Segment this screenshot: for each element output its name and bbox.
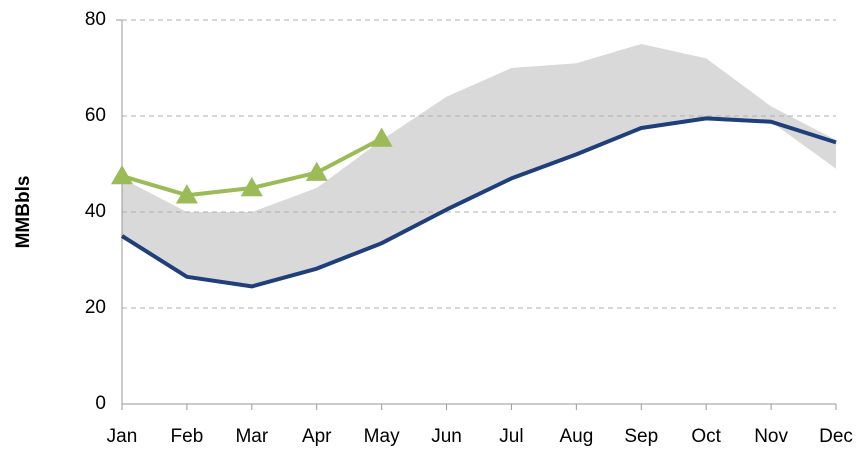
x-tick-label: Oct — [691, 426, 721, 447]
x-tick-label: Aug — [559, 426, 593, 447]
y-tick-label: 20 — [85, 297, 106, 318]
x-tick-label: Feb — [171, 426, 204, 447]
x-tick-label: Jun — [431, 426, 462, 447]
marker — [305, 161, 328, 181]
x-tick-label: Jul — [499, 426, 523, 447]
x-tick-label: Mar — [235, 426, 268, 447]
y-tick-label: 60 — [85, 105, 106, 126]
x-tick-label: Nov — [754, 426, 788, 447]
y-tick-label: 40 — [85, 201, 106, 222]
y-tick-label: 80 — [85, 9, 106, 30]
range-band — [122, 44, 836, 287]
x-tick-label: Dec — [819, 426, 853, 447]
y-axis-title: MMBbls — [13, 176, 34, 249]
y-tick-label: 0 — [95, 393, 106, 414]
x-tick-label: Apr — [302, 426, 332, 447]
marker — [175, 184, 198, 204]
marker — [111, 165, 133, 185]
marker — [240, 177, 263, 197]
series-line — [120, 116, 837, 289]
x-tick-label: May — [364, 426, 400, 447]
x-tick-label: Jan — [107, 426, 138, 447]
marker — [370, 127, 393, 147]
x-tick-label: Sep — [624, 426, 658, 447]
